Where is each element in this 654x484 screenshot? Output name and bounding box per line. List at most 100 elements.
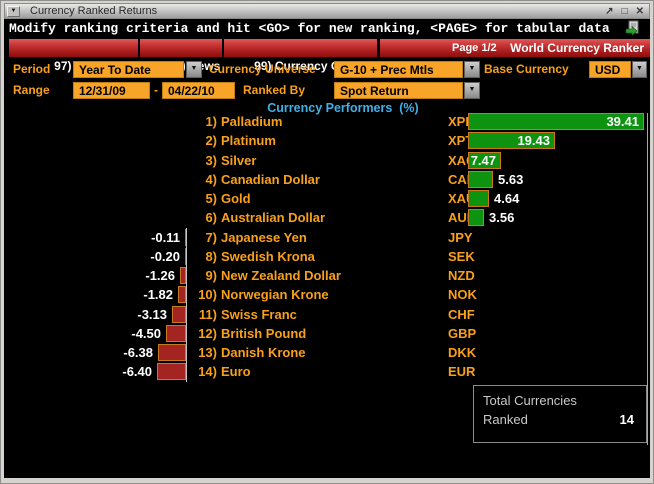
chart-row-ticker: NZD bbox=[448, 268, 475, 283]
chart-row-ticker: EUR bbox=[448, 364, 476, 379]
chart-bar-value: -1.26 bbox=[145, 268, 175, 283]
chart-row-name[interactable]: British Pound bbox=[221, 326, 307, 341]
chart-row-name[interactable]: Swiss Franc bbox=[221, 307, 297, 322]
range-label: Range bbox=[13, 83, 50, 97]
total-currencies-value: 14 bbox=[619, 412, 634, 427]
chart-bar-value: 39.41 bbox=[606, 114, 639, 129]
negative-axis-line bbox=[186, 228, 187, 382]
export-page-icon[interactable] bbox=[624, 20, 641, 37]
chart-row-ticker: CHF bbox=[448, 307, 475, 322]
chart-row-rank[interactable]: 9) bbox=[205, 268, 217, 283]
chart-row-rank[interactable]: 10) bbox=[198, 287, 217, 302]
period-select[interactable]: Year To Date bbox=[73, 61, 184, 78]
menu-item-currency-groups[interactable]: 99) Currency Groups bbox=[224, 39, 377, 73]
chart-bar bbox=[468, 113, 644, 130]
chart-bar bbox=[180, 267, 186, 284]
chart-row-rank[interactable]: 1) bbox=[205, 114, 217, 129]
chart-bar bbox=[468, 209, 484, 226]
chart-bar-value: 19.43 bbox=[517, 133, 550, 148]
chart-row-rank[interactable]: 3) bbox=[205, 153, 217, 168]
ranked-by-label: Ranked By bbox=[243, 83, 306, 97]
range-end-input[interactable]: 04/22/10 bbox=[162, 82, 235, 99]
menu-item-refresh[interactable]: 97) Refresh bbox=[9, 39, 138, 73]
close-icon[interactable]: ✕ bbox=[635, 5, 644, 17]
chart-right-boundary-line bbox=[647, 113, 648, 445]
chart-row-ticker: SEK bbox=[448, 249, 475, 264]
chart-row-rank[interactable]: 7) bbox=[205, 230, 217, 245]
terminal-content: Modify ranking criteria and hit <GO> for… bbox=[4, 19, 650, 478]
range-separator: - bbox=[154, 83, 158, 97]
chart-bar-value: 3.56 bbox=[489, 210, 515, 225]
total-currencies-label-line2: Ranked bbox=[483, 412, 528, 427]
window-title: Currency Ranked Returns bbox=[30, 5, 158, 17]
ranked-by-select[interactable]: Spot Return bbox=[334, 82, 463, 99]
chart-row-rank[interactable]: 11) bbox=[198, 307, 217, 322]
chart-row-rank[interactable]: 5) bbox=[205, 191, 217, 206]
chevron-down-icon: ▼ bbox=[190, 65, 198, 72]
chart-row-name[interactable]: Japanese Yen bbox=[221, 230, 307, 245]
currency-universe-dropdown-button[interactable]: ▼ bbox=[464, 61, 480, 78]
chart-row-rank[interactable]: 8) bbox=[205, 249, 217, 264]
chart-row-name[interactable]: Platinum bbox=[221, 133, 276, 148]
chart-row-ticker: XPT bbox=[448, 133, 474, 148]
chart-bar bbox=[157, 363, 186, 380]
chart-title: Currency Performers (%) bbox=[267, 101, 419, 115]
chart-row-ticker: DKK bbox=[448, 345, 477, 360]
chart-row-ticker: NOK bbox=[448, 287, 477, 302]
chart-row-name[interactable]: Palladium bbox=[221, 114, 283, 129]
chart-row-name[interactable]: Swedish Krona bbox=[221, 249, 315, 264]
window-controls: ↗ □ ✕ bbox=[605, 6, 644, 17]
chart-bar-value: -1.82 bbox=[143, 287, 173, 302]
chart-row-name[interactable]: Australian Dollar bbox=[221, 210, 326, 225]
chart-bar-value: -6.40 bbox=[122, 364, 152, 379]
window-titlebar: ▼ Currency Ranked Returns ↗ □ ✕ bbox=[4, 3, 650, 19]
chart-bar-value: -6.38 bbox=[123, 345, 153, 360]
chart-row-rank[interactable]: 13) bbox=[198, 345, 217, 360]
chart-bar-value: -4.50 bbox=[131, 326, 161, 341]
chart-bar-value: 7.47 bbox=[470, 153, 496, 168]
chart-bar bbox=[468, 171, 493, 188]
message-bar: Modify ranking criteria and hit <GO> for… bbox=[4, 19, 650, 39]
maximize-icon[interactable]: □ bbox=[621, 5, 628, 17]
chart-row-rank[interactable]: 4) bbox=[205, 172, 217, 187]
ranked-by-dropdown-button[interactable]: ▼ bbox=[464, 82, 480, 99]
chart-row-rank[interactable]: 12) bbox=[198, 326, 217, 341]
window-menu-button[interactable]: ▼ bbox=[7, 5, 20, 17]
chart-row-name[interactable]: New Zealand Dollar bbox=[221, 268, 341, 283]
base-currency-select[interactable]: USD bbox=[589, 61, 631, 78]
chart-row-name[interactable]: Danish Krone bbox=[221, 345, 306, 360]
chart-bar-value: 4.64 bbox=[494, 191, 520, 206]
message-text: Modify ranking criteria and hit <GO> for… bbox=[9, 21, 610, 36]
chart-row-name[interactable]: Silver bbox=[221, 153, 257, 168]
chart-row-rank[interactable]: 6) bbox=[205, 210, 217, 225]
chart-bar-value: -3.13 bbox=[137, 307, 167, 322]
chart-bar bbox=[166, 325, 186, 342]
chevron-down-icon: ▼ bbox=[468, 86, 476, 93]
page-indicator[interactable]: Page 1/2 bbox=[452, 42, 497, 54]
chevron-down-icon: ▼ bbox=[10, 7, 17, 14]
restore-icon[interactable]: ↗ bbox=[605, 5, 614, 17]
menu-item-news[interactable]: 98) News bbox=[140, 39, 222, 73]
chart-bar-value: -0.20 bbox=[150, 249, 180, 264]
range-start-input[interactable]: 12/31/09 bbox=[73, 82, 150, 99]
currency-universe-select[interactable]: G-10 + Prec Mtls bbox=[334, 61, 463, 78]
chart-row-name[interactable]: Gold bbox=[221, 191, 251, 206]
chart-row-rank[interactable]: 14) bbox=[198, 364, 217, 379]
chart-row-name[interactable]: Norwegian Krone bbox=[221, 287, 329, 302]
chevron-down-icon: ▼ bbox=[468, 65, 476, 72]
chart-row-name[interactable]: Canadian Dollar bbox=[221, 172, 320, 187]
total-currencies-label-line1: Total Currencies bbox=[483, 393, 577, 408]
period-dropdown-button[interactable]: ▼ bbox=[186, 61, 202, 78]
chart-bar bbox=[178, 286, 186, 303]
chart-bar-value: 5.63 bbox=[498, 172, 524, 187]
chart-row-rank[interactable]: 2) bbox=[205, 133, 217, 148]
menu-right-section: Page 1/2 World Currency Ranker bbox=[380, 39, 650, 57]
chart-row-name[interactable]: Euro bbox=[221, 364, 251, 379]
base-currency-label: Base Currency bbox=[484, 62, 569, 76]
menu-bar: 97) Refresh 98) News 99) Currency Groups… bbox=[4, 39, 650, 73]
period-label: Period bbox=[13, 62, 51, 76]
chart-row-ticker: GBP bbox=[448, 326, 477, 341]
chart-bar bbox=[468, 152, 501, 169]
base-currency-dropdown-button[interactable]: ▼ bbox=[632, 61, 647, 78]
